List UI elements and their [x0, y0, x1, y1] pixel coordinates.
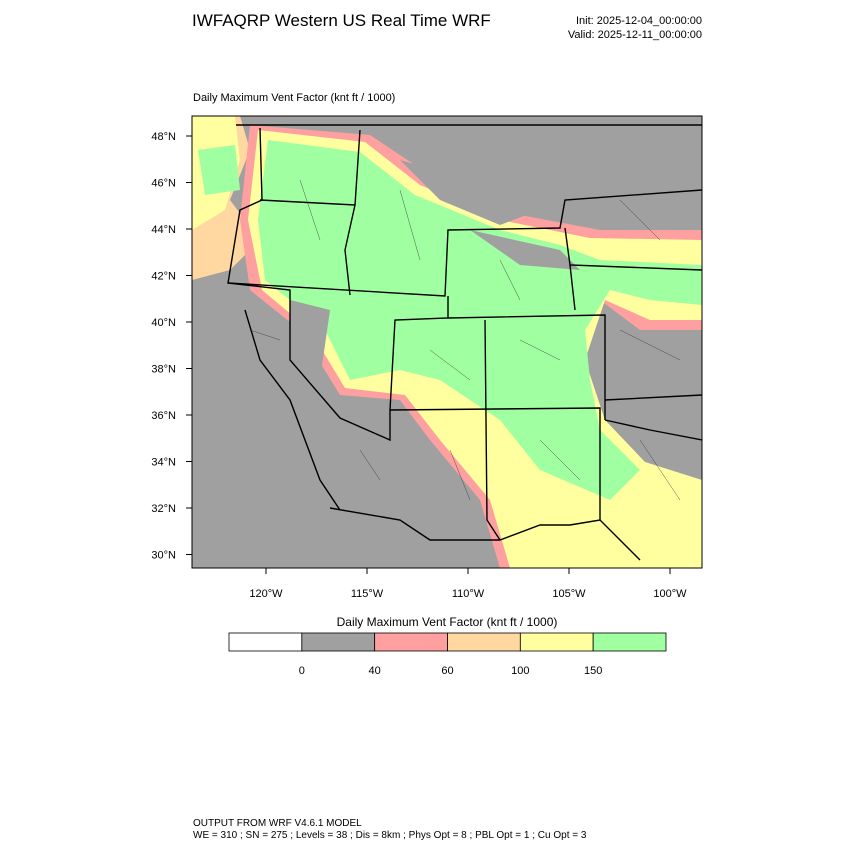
lat-label: 48°N — [151, 131, 176, 143]
colorbar-swatch — [374, 632, 448, 652]
lon-labels: 120°W 115°W 110°W 105°W 100°W — [249, 568, 687, 600]
colorbar-label: 100 — [511, 665, 529, 677]
map-frame — [191, 115, 703, 569]
lat-label: 44°N — [151, 224, 176, 236]
colorbar: 0 40 60 100 150 — [228, 632, 667, 677]
lat-label: 36°N — [151, 410, 176, 422]
lat-label: 40°N — [151, 317, 176, 329]
footer-line: WE = 310 ; SN = 275 ; Levels = 38 ; Dis … — [193, 830, 587, 841]
borders — [227, 124, 702, 561]
init-time: Init: 2025-12-04_00:00:00 — [576, 15, 702, 27]
lon-label: 100°W — [653, 588, 687, 600]
lat-label: 42°N — [151, 271, 176, 283]
lat-label: 34°N — [151, 457, 176, 469]
lat-label: 46°N — [151, 178, 176, 190]
colorbar-swatch — [592, 632, 667, 652]
colorbar-swatch — [228, 632, 303, 652]
title: IWFAQRP Western US Real Time WRF — [192, 11, 491, 30]
map — [192, 116, 702, 568]
field-green — [258, 140, 702, 500]
colorbar-swatch — [519, 632, 594, 652]
valid-time: Valid: 2025-12-11_00:00:00 — [568, 29, 702, 41]
lat-labels: 48°N 46°N 44°N 42°N 40°N 38°N 36°N 34°N 32°N 30°N — [151, 131, 192, 562]
colorbar-label: 150 — [584, 665, 602, 677]
lat-label: 30°N — [151, 550, 176, 562]
colorbar-label: 40 — [369, 665, 381, 677]
footer-line: OUTPUT FROM WRF V4.6.1 MODEL — [193, 818, 362, 829]
lat-label: 38°N — [151, 364, 176, 376]
lon-label: 105°W — [552, 588, 586, 600]
colorbar-swatch — [301, 632, 376, 652]
lat-label: 32°N — [151, 503, 176, 515]
lon-label: 120°W — [249, 588, 283, 600]
colorbar-swatch — [447, 632, 521, 652]
lon-label: 115°W — [351, 588, 384, 600]
map-title: Daily Maximum Vent Factor (knt ft / 1000… — [193, 92, 395, 104]
field-gray — [192, 160, 580, 568]
legend-title: Daily Maximum Vent Factor (knt ft / 1000… — [337, 615, 558, 629]
colorbar-label: 0 — [299, 665, 305, 677]
field-green — [198, 145, 240, 195]
colorbar-label: 60 — [441, 665, 453, 677]
lon-label: 110°W — [452, 588, 485, 600]
